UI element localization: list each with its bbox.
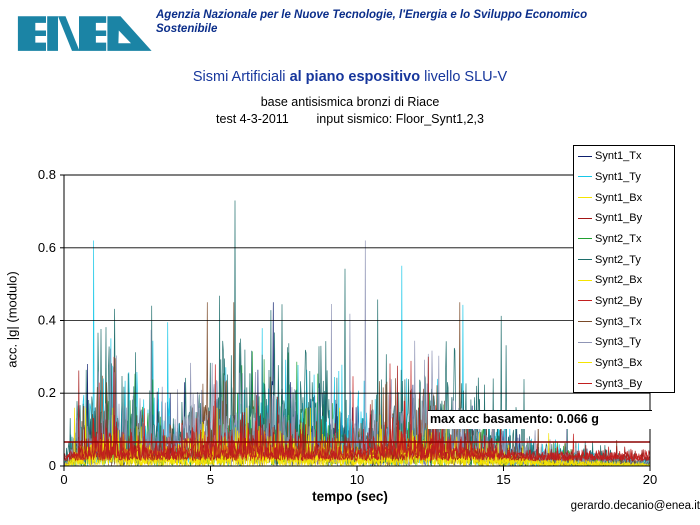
- svg-text:0.2: 0.2: [38, 385, 56, 400]
- svg-text:0: 0: [49, 458, 56, 473]
- svg-text:20: 20: [643, 472, 657, 487]
- svg-text:10: 10: [350, 472, 364, 487]
- svg-text:0.6: 0.6: [38, 240, 56, 255]
- svg-text:5: 5: [207, 472, 214, 487]
- svg-text:0.8: 0.8: [38, 167, 56, 182]
- svg-text:0: 0: [60, 472, 67, 487]
- svg-text:15: 15: [496, 472, 510, 487]
- svg-text:0.4: 0.4: [38, 313, 56, 328]
